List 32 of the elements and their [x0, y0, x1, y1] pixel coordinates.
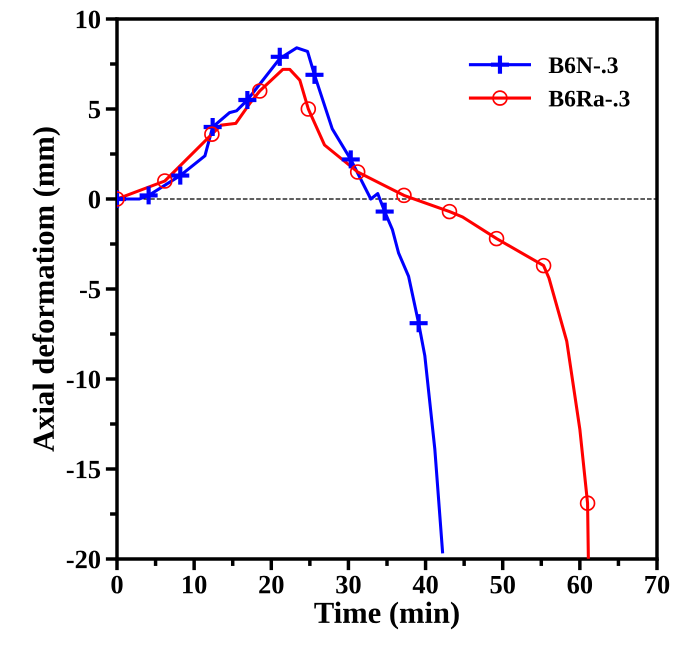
y-tick-label: 10	[76, 10, 100, 28]
point	[488, 230, 504, 246]
point	[396, 188, 412, 204]
y-axis-title: Axial deformatiom (mm)	[32, 127, 60, 452]
point	[157, 173, 173, 189]
point	[536, 258, 552, 274]
point	[300, 101, 316, 117]
y-tick-label: 0	[88, 190, 100, 208]
legend-label: B6Ra-.3	[548, 90, 630, 107]
x-tick-label: 40	[412, 576, 438, 594]
x-tick-label: 70	[645, 576, 670, 594]
x-tick-label: 0	[111, 576, 123, 594]
point	[303, 64, 326, 86]
x-tick-label: 20	[259, 576, 284, 594]
x-tick-label: 50	[490, 576, 515, 594]
point	[408, 312, 430, 334]
y-tick-label: 5	[88, 100, 100, 118]
point	[252, 83, 268, 99]
point	[268, 46, 291, 68]
y-tick-label: -15	[66, 460, 100, 478]
y-tick-label: -5	[80, 280, 100, 298]
x-tick-label: 60	[568, 576, 592, 594]
y-tick-label: -10	[66, 370, 100, 388]
point	[580, 495, 596, 511]
legend-label: B6N-.3	[548, 57, 618, 74]
y-tick-label: -20	[66, 550, 100, 568]
point	[442, 204, 458, 220]
x-tick-label: 30	[336, 576, 361, 594]
point	[204, 126, 220, 142]
point	[350, 164, 366, 180]
x-axis-title: Time (min)	[314, 602, 459, 630]
x-tick-label: 10	[183, 576, 206, 594]
